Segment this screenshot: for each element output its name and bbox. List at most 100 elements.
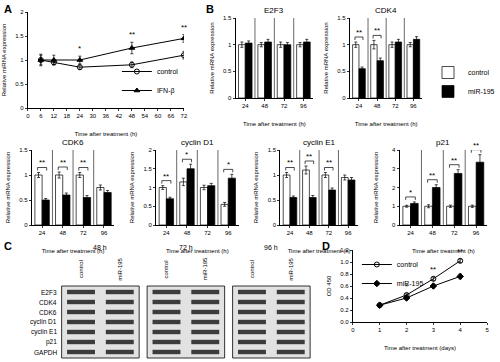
svg-text:**: ** bbox=[163, 172, 169, 181]
svg-text:24: 24 bbox=[287, 230, 294, 236]
svg-text:96: 96 bbox=[101, 230, 108, 236]
svg-text:96: 96 bbox=[473, 230, 480, 236]
svg-text:72: 72 bbox=[392, 103, 399, 109]
svg-text:0.5: 0.5 bbox=[268, 197, 277, 203]
svg-text:0.5: 0.5 bbox=[15, 81, 24, 87]
svg-text:48: 48 bbox=[59, 230, 66, 236]
svg-text:12: 12 bbox=[50, 113, 57, 119]
svg-text:**: ** bbox=[430, 265, 436, 274]
svg-text:48: 48 bbox=[429, 230, 436, 236]
svg-text:miR-195: miR-195 bbox=[288, 257, 294, 280]
svg-text:1: 1 bbox=[228, 42, 232, 48]
svg-text:72: 72 bbox=[181, 113, 188, 119]
svg-text:B: B bbox=[206, 3, 214, 15]
svg-text:0: 0 bbox=[351, 327, 355, 333]
svg-text:miR-195: miR-195 bbox=[468, 88, 495, 95]
svg-text:2: 2 bbox=[405, 327, 409, 333]
svg-text:E2F3: E2F3 bbox=[264, 6, 284, 15]
svg-text:control: control bbox=[163, 260, 169, 278]
svg-text:0: 0 bbox=[26, 113, 30, 119]
svg-text:cyclin D1: cyclin D1 bbox=[30, 318, 57, 326]
svg-text:CDK4: CDK4 bbox=[375, 6, 397, 15]
svg-text:24: 24 bbox=[356, 103, 363, 109]
svg-text:Time after treatment (h): Time after treatment (h) bbox=[243, 121, 306, 127]
svg-text:control: control bbox=[157, 68, 178, 75]
svg-text:A: A bbox=[4, 3, 12, 15]
svg-text:24: 24 bbox=[77, 113, 84, 119]
svg-text:2: 2 bbox=[149, 147, 153, 153]
svg-text:72: 72 bbox=[451, 230, 458, 236]
svg-text:2: 2 bbox=[392, 185, 396, 191]
svg-text:1: 1 bbox=[24, 172, 28, 178]
svg-text:0: 0 bbox=[149, 222, 153, 228]
svg-text:**: ** bbox=[374, 26, 380, 35]
svg-text:4: 4 bbox=[392, 147, 396, 153]
svg-text:p21: p21 bbox=[46, 338, 57, 346]
svg-text:cyclin D1: cyclin D1 bbox=[181, 138, 214, 147]
svg-text:p21: p21 bbox=[436, 138, 450, 147]
svg-text:0.8: 0.8 bbox=[340, 271, 349, 277]
svg-text:1.5: 1.5 bbox=[19, 147, 28, 153]
svg-text:1: 1 bbox=[273, 172, 277, 178]
svg-text:48: 48 bbox=[129, 113, 136, 119]
svg-text:0.5: 0.5 bbox=[19, 197, 28, 203]
svg-text:**: ** bbox=[287, 158, 293, 167]
svg-text:**: ** bbox=[60, 158, 66, 167]
svg-text:cyclin E1: cyclin E1 bbox=[31, 328, 57, 336]
svg-text:**: ** bbox=[39, 158, 45, 167]
svg-text:**: ** bbox=[473, 141, 479, 150]
svg-text:control: control bbox=[78, 260, 84, 278]
svg-text:96 h: 96 h bbox=[264, 244, 278, 251]
svg-text:48: 48 bbox=[374, 103, 381, 109]
svg-text:24: 24 bbox=[242, 103, 249, 109]
svg-text:*: * bbox=[227, 160, 230, 169]
svg-text:48: 48 bbox=[184, 230, 191, 236]
svg-text:OD 450: OD 450 bbox=[326, 275, 332, 296]
svg-text:control: control bbox=[397, 261, 418, 268]
svg-text:1.0: 1.0 bbox=[340, 259, 349, 265]
svg-text:**: ** bbox=[181, 23, 187, 32]
svg-text:1.5: 1.5 bbox=[144, 166, 153, 172]
svg-text:24: 24 bbox=[163, 230, 170, 236]
svg-text:1.2: 1.2 bbox=[340, 247, 349, 253]
svg-text:Time after treatment (h): Time after treatment (h) bbox=[74, 131, 137, 137]
svg-text:E2F3: E2F3 bbox=[41, 289, 57, 296]
svg-text:CDK6: CDK6 bbox=[62, 138, 84, 147]
svg-text:1.5: 1.5 bbox=[15, 33, 24, 39]
svg-text:Time after treatment (h): Time after treatment (h) bbox=[42, 248, 105, 254]
svg-text:0.6: 0.6 bbox=[340, 283, 349, 289]
svg-text:3: 3 bbox=[392, 166, 396, 172]
svg-text:CDK6: CDK6 bbox=[39, 309, 57, 316]
svg-text:1.5: 1.5 bbox=[223, 15, 232, 21]
svg-text:C: C bbox=[4, 240, 12, 252]
svg-text:0: 0 bbox=[273, 222, 277, 228]
svg-text:72: 72 bbox=[204, 230, 211, 236]
svg-text:36: 36 bbox=[103, 113, 110, 119]
svg-text:5: 5 bbox=[485, 327, 489, 333]
svg-text:96: 96 bbox=[345, 230, 352, 236]
svg-text:**: ** bbox=[306, 152, 312, 161]
svg-text:96: 96 bbox=[225, 230, 232, 236]
svg-text:0: 0 bbox=[228, 95, 232, 101]
svg-text:Relative mRNA expression: Relative mRNA expression bbox=[253, 152, 259, 223]
svg-text:**: ** bbox=[326, 158, 332, 167]
svg-text:GAPDH: GAPDH bbox=[34, 349, 57, 356]
svg-text:**: ** bbox=[457, 247, 463, 256]
svg-text:0.4: 0.4 bbox=[340, 295, 349, 301]
svg-text:1: 1 bbox=[378, 327, 382, 333]
svg-text:0: 0 bbox=[342, 95, 346, 101]
svg-text:6: 6 bbox=[39, 113, 43, 119]
svg-text:0.5: 0.5 bbox=[144, 203, 153, 209]
svg-text:24: 24 bbox=[407, 230, 414, 236]
svg-text:0.0: 0.0 bbox=[340, 319, 349, 325]
svg-text:0: 0 bbox=[392, 222, 396, 228]
svg-text:0.2: 0.2 bbox=[340, 307, 349, 313]
svg-text:66: 66 bbox=[168, 113, 175, 119]
svg-text:72 h: 72 h bbox=[179, 244, 193, 251]
svg-text:Time after treatment (h): Time after treatment (h) bbox=[355, 121, 418, 127]
svg-text:42: 42 bbox=[116, 113, 123, 119]
svg-text:0.5: 0.5 bbox=[223, 68, 232, 74]
svg-text:Relative mRNA expression: Relative mRNA expression bbox=[5, 152, 11, 223]
svg-text:30: 30 bbox=[90, 113, 97, 119]
svg-text:1: 1 bbox=[392, 203, 396, 209]
